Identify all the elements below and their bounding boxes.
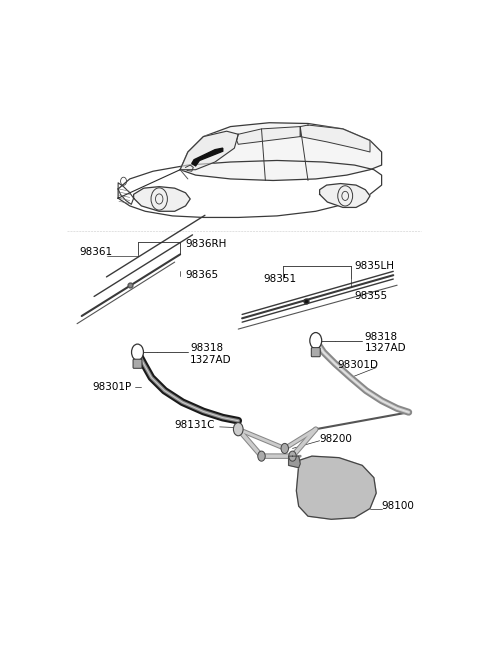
FancyBboxPatch shape [133, 359, 142, 369]
Polygon shape [296, 456, 376, 519]
Polygon shape [180, 131, 238, 170]
Text: 98361: 98361 [79, 247, 112, 257]
Text: 9836RH: 9836RH [186, 239, 227, 250]
Text: 1327AD: 1327AD [365, 344, 406, 353]
Text: 98365: 98365 [186, 270, 219, 280]
Text: 98318: 98318 [190, 344, 223, 353]
Polygon shape [237, 127, 300, 145]
Text: 98301D: 98301D [337, 360, 378, 371]
Circle shape [132, 344, 144, 360]
Polygon shape [320, 183, 370, 208]
Circle shape [233, 422, 243, 436]
Polygon shape [288, 456, 300, 468]
Circle shape [289, 451, 296, 461]
Circle shape [281, 443, 288, 453]
Text: 9835LH: 9835LH [355, 261, 395, 271]
Circle shape [310, 332, 322, 349]
Text: 98131C: 98131C [175, 420, 215, 430]
Text: 98318: 98318 [365, 332, 398, 342]
Text: 98351: 98351 [263, 274, 296, 284]
Text: 98100: 98100 [382, 501, 415, 511]
FancyBboxPatch shape [312, 348, 320, 357]
Text: 98355: 98355 [355, 291, 388, 301]
Text: 1327AD: 1327AD [190, 355, 232, 365]
Polygon shape [192, 148, 223, 166]
Text: 98200: 98200 [320, 434, 352, 444]
Polygon shape [180, 123, 382, 181]
Circle shape [258, 451, 265, 461]
Text: 98301P: 98301P [93, 382, 132, 392]
Polygon shape [300, 125, 370, 152]
Polygon shape [133, 187, 190, 212]
